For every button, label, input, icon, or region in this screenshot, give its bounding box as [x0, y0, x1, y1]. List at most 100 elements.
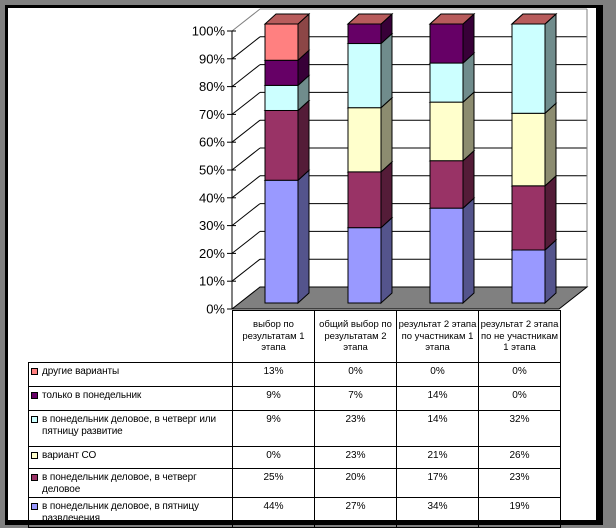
value-cell: 21%: [396, 446, 479, 469]
legend-cell: в понедельник деловое, в четверг деловое: [28, 468, 233, 498]
value-cell: 0%: [396, 362, 479, 387]
value-cell: 9%: [232, 410, 315, 447]
column-header-3: результат 2 этапа по не участникам 1 эта…: [478, 310, 561, 363]
bar-segment: [264, 23, 299, 61]
bar-segment: [347, 107, 382, 173]
legend-label: вариант СО: [42, 450, 97, 461]
value-cell: 14%: [396, 410, 479, 447]
bar-segment-side: [380, 96, 393, 174]
legend-label: в понедельник деловое, в четверг деловое: [42, 472, 197, 495]
value-cell: 9%: [232, 386, 315, 411]
legend-label: только в понедельник: [42, 390, 142, 401]
bar-segment: [264, 109, 299, 181]
y-axis-tick-label: 40%: [199, 190, 225, 205]
wall-gridline: [231, 8, 261, 32]
bar-segment-side: [462, 197, 475, 305]
wall-gridline: [231, 64, 261, 87]
bar-segment-side: [544, 12, 557, 115]
bar-segment-side: [544, 174, 557, 252]
legend-swatch: [31, 416, 38, 423]
legend-cell: другие варианты: [28, 362, 233, 387]
legend-label: в понедельник деловое, в четверг или пят…: [42, 414, 217, 437]
bar-segment: [347, 227, 382, 304]
bar-column-1: [346, 12, 394, 305]
y-axis-tick-label: 70%: [199, 107, 225, 122]
bar-column-0: [263, 12, 311, 305]
bar-segment: [511, 112, 546, 187]
table-header-row: выбор по результатам 1 этапа общий выбор …: [29, 310, 561, 363]
column-header-2: результат 2 этапа по участникам 1 этапа: [396, 310, 479, 363]
bar-segment-side: [544, 238, 557, 305]
table-row: в понедельник деловое, в пятницу развлеч…: [28, 497, 561, 528]
bar-segment: [511, 185, 546, 251]
value-cell: 0%: [478, 386, 561, 411]
column-header-0: выбор по результатам 1 этапа: [232, 310, 315, 363]
bar-segment-side: [462, 90, 475, 162]
y-axis-tick-label: 100%: [192, 24, 226, 39]
chart-floor: [230, 286, 589, 310]
bar-segment-side: [544, 102, 557, 187]
bar-segment-side: [380, 216, 393, 305]
legend-swatch: [31, 392, 38, 399]
value-cell: 19%: [478, 497, 561, 528]
value-cell: 0%: [314, 362, 397, 387]
value-cell: 44%: [232, 497, 315, 528]
table-row: только в понедельник 9% 7% 14% 0%: [28, 386, 561, 411]
column-header-1: общий выбор по результатам 2 этапа: [314, 310, 397, 363]
legend-swatch: [31, 452, 38, 459]
bar-segment-top: [510, 13, 558, 25]
legend-label: в понедельник деловое, в пятницу развлеч…: [42, 501, 199, 524]
bar-segment: [347, 43, 382, 109]
value-cell: 13%: [232, 362, 315, 387]
bar-segment-top: [428, 13, 476, 25]
bar-segment-side: [380, 32, 393, 109]
value-cell: 34%: [396, 497, 479, 528]
bar-segment-side: [380, 160, 393, 229]
wall-gridline: [231, 92, 261, 115]
legend-swatch: [31, 368, 38, 375]
bar-column-3: [510, 12, 558, 305]
y-axis-tick-label: 90%: [199, 51, 225, 66]
bar-segment-side: [297, 169, 310, 305]
bar-segment: [347, 171, 382, 229]
value-cell: 23%: [478, 468, 561, 498]
bar-segment: [429, 62, 464, 103]
value-cell: 7%: [314, 386, 397, 411]
wall-gridline: [231, 203, 261, 226]
y-axis-tick-label: 10%: [199, 274, 225, 289]
legend-cell: вариант СО: [28, 446, 233, 469]
bar-segment: [429, 160, 464, 209]
y-axis-tick-label: 60%: [199, 135, 225, 150]
bar-segment: [264, 59, 299, 86]
value-cell: 32%: [478, 410, 561, 447]
y-axis-tick-label: 20%: [199, 246, 225, 261]
legend-cell: в понедельник деловое, в четверг или пят…: [28, 410, 233, 447]
wall-gridline: [231, 119, 261, 143]
value-cell: 14%: [396, 386, 479, 411]
y-axis-tick-label: 30%: [199, 218, 225, 233]
chart-data-table: выбор по результатам 1 этапа общий выбор …: [28, 310, 561, 528]
wall-gridline: [231, 36, 261, 60]
wall-gridline: [231, 231, 261, 254]
value-cell: 23%: [314, 410, 397, 447]
bar-segment-side: [297, 99, 310, 182]
value-cell: 0%: [478, 362, 561, 387]
bar-segment-top: [346, 13, 394, 25]
table-row: вариант СО 0% 23% 21% 26%: [28, 446, 561, 469]
value-cell: 27%: [314, 497, 397, 528]
table-row: другие варианты 13% 0% 0% 0%: [28, 362, 561, 387]
y-axis-tick-label: 50%: [199, 163, 225, 178]
value-cell: 23%: [314, 446, 397, 469]
bar-segment: [511, 249, 546, 304]
legend-cell: в понедельник деловое, в пятницу развлеч…: [28, 497, 233, 528]
legend-swatch: [31, 503, 38, 510]
legend-label: другие варианты: [42, 366, 120, 377]
value-cell: 0%: [232, 446, 315, 469]
wall-gridline: [231, 258, 261, 282]
legend-swatch: [31, 474, 38, 481]
value-cell: 26%: [478, 446, 561, 469]
bar-segment: [347, 23, 382, 45]
table-row: в понедельник деловое, в четверг или пят…: [28, 410, 561, 447]
